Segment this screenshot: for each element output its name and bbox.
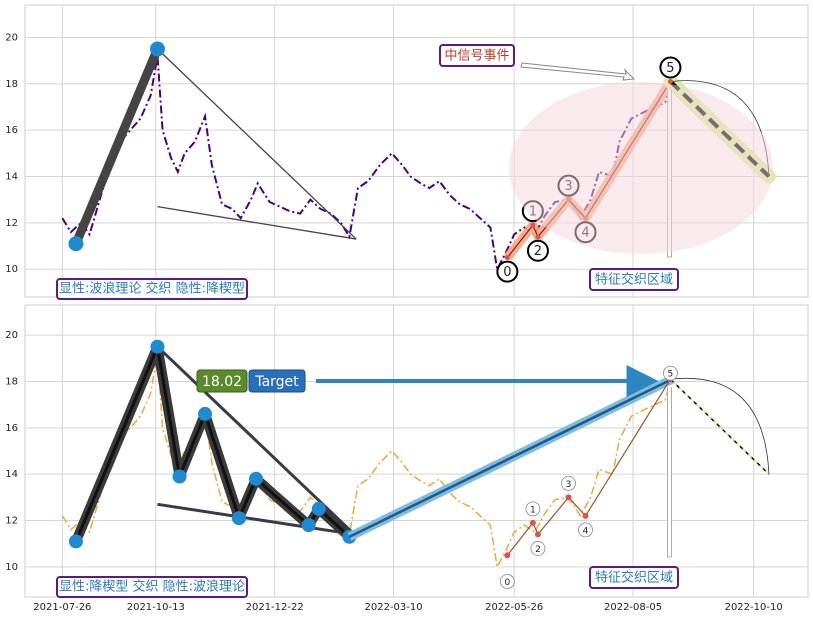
wedge-lower — [157, 205, 357, 240]
y-tick-label: 20 — [5, 330, 18, 341]
wave-label: 3 — [566, 480, 572, 490]
y-tick-label: 16 — [5, 125, 18, 136]
pivot-marker — [301, 518, 316, 533]
zone-box — [589, 566, 679, 589]
wave-label: 1 — [530, 505, 536, 515]
wave-label-circle — [659, 56, 682, 79]
wave-label: 0 — [505, 578, 511, 588]
x-tick-label: 2021-07-26 — [33, 602, 91, 613]
zone-box — [589, 268, 679, 291]
zone-label: 特征交织区域 — [595, 570, 673, 586]
wave-label: 5 — [668, 370, 674, 380]
trend-line — [71, 44, 162, 249]
wave-marker — [530, 222, 536, 228]
wave-label: 0 — [503, 265, 511, 280]
target-value: 18.02 — [202, 374, 242, 390]
x-tick-label: 2022-08-05 — [604, 602, 662, 613]
projection-arc — [670, 377, 770, 475]
wave-label-circle — [525, 501, 541, 517]
wave-marker — [534, 531, 541, 538]
signal-box — [439, 44, 515, 67]
wave-label: 5 — [666, 61, 674, 76]
pivot-marker — [149, 41, 165, 57]
wave-label: 2 — [535, 545, 541, 555]
wave-marker — [582, 512, 589, 519]
zone-label: 特征交织区域 — [595, 272, 673, 288]
wave-label-circle — [663, 365, 678, 381]
wave-marker — [529, 519, 536, 526]
pivot-marker — [232, 511, 247, 526]
wave-label-circle — [496, 260, 519, 283]
caption-box — [56, 278, 248, 300]
wave-label: 2 — [534, 244, 542, 259]
y-tick-label: 14 — [5, 171, 18, 182]
panel-bottom — [24, 304, 809, 598]
target-label: Target — [254, 374, 299, 390]
vertical-pointer — [667, 387, 672, 558]
price-line — [61, 55, 672, 273]
y-tick-label: 14 — [5, 469, 18, 480]
wave-label: 4 — [583, 526, 589, 536]
pivot-marker — [68, 534, 83, 549]
x-tick-label: 2022-03-10 — [365, 602, 423, 613]
pivot-marker — [172, 469, 187, 484]
wave-marker — [504, 255, 510, 261]
caption-box — [56, 576, 248, 598]
wave-line — [506, 378, 671, 556]
wave-marker — [504, 552, 511, 559]
signal-label: 中信号事件 — [444, 49, 509, 64]
projection-glow — [670, 378, 770, 475]
y-tick-label: 18 — [5, 376, 18, 387]
y-tick-label: 10 — [5, 562, 18, 573]
y-tick-label: 20 — [5, 32, 18, 43]
zone-ellipse — [509, 82, 773, 254]
wave-label-circle — [561, 475, 576, 491]
pivot-marker — [68, 236, 84, 252]
pivot-marker — [198, 406, 213, 421]
wave-label-circle — [526, 239, 549, 262]
wave-marker — [667, 78, 673, 84]
caption: 显性:波浪理论 交织 隐性:降楔型 — [59, 281, 245, 297]
caption: 显性:降楔型 交织 隐性:波浪理论 — [59, 579, 245, 595]
wave-label-circle — [499, 574, 515, 589]
x-tick-label: 2021-12-22 — [246, 602, 304, 613]
pivot-marker — [150, 339, 165, 354]
y-tick-label: 12 — [5, 516, 18, 527]
wave-label-circle — [578, 522, 593, 538]
pivot-marker — [248, 471, 263, 486]
wedge-upper — [157, 48, 357, 240]
wave-marker — [535, 234, 541, 240]
x-tick-label: 2022-05-26 — [485, 602, 543, 613]
wedge-lower — [157, 502, 355, 536]
wave-label-circle — [530, 541, 546, 556]
y-tick-label: 16 — [5, 423, 18, 434]
target-value-box — [196, 369, 248, 393]
pivot-marker — [311, 501, 326, 516]
signal-arrow — [520, 62, 636, 81]
y-tick-label: 18 — [5, 79, 18, 90]
x-tick-label: 2022-10-10 — [725, 602, 783, 613]
wave-marker — [565, 494, 572, 501]
target-label-box — [248, 369, 306, 393]
breakout-line — [348, 378, 673, 538]
x-tick-label: 2021-10-13 — [127, 602, 185, 613]
y-tick-label: 10 — [5, 264, 18, 275]
y-tick-label: 12 — [5, 218, 18, 229]
